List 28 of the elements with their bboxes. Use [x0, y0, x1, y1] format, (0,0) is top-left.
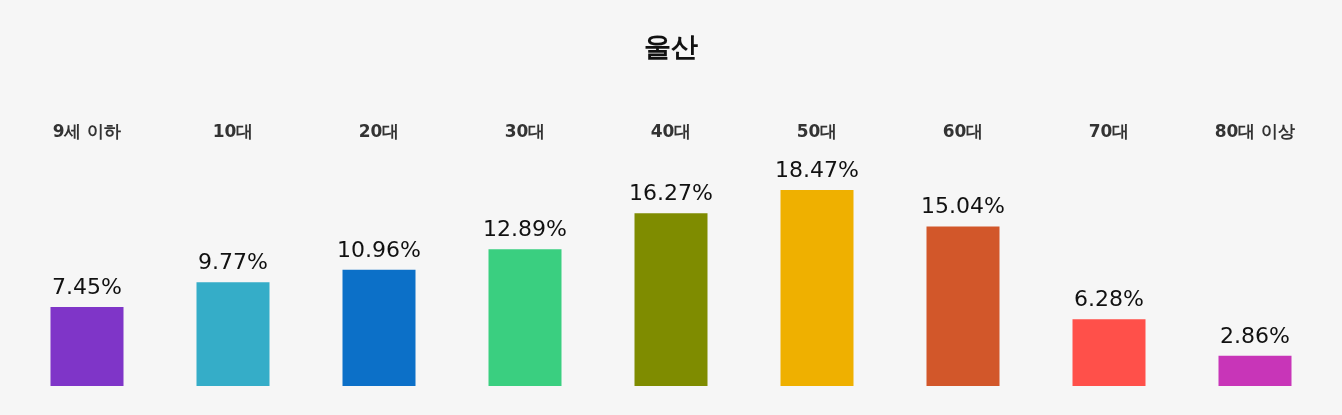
x-tick-label: 9세 이하	[52, 120, 122, 141]
data-label: 6.28%	[1074, 286, 1144, 312]
bar	[1218, 355, 1292, 386]
data-label: 12.89%	[483, 216, 567, 242]
x-tick-label: 80대 이상	[1214, 120, 1296, 141]
bar	[488, 249, 562, 386]
x-tick-label: 10대	[212, 120, 254, 141]
bar	[1072, 319, 1146, 386]
chart-title: 울산	[644, 31, 698, 62]
bar	[50, 306, 124, 386]
x-tick-label: 50대	[796, 120, 838, 141]
bar	[780, 190, 854, 386]
data-label: 9.77%	[198, 249, 268, 275]
bar	[634, 213, 708, 386]
data-label: 7.45%	[52, 273, 122, 299]
data-label: 16.27%	[629, 180, 713, 206]
data-label: 15.04%	[921, 193, 1005, 219]
x-tick-label: 20대	[358, 120, 400, 141]
data-label: 2.86%	[1220, 322, 1290, 348]
x-tick-label: 70대	[1088, 120, 1130, 141]
data-label: 18.47%	[775, 157, 859, 182]
x-tick-label: 30대	[504, 120, 546, 141]
x-tick-label: 60대	[942, 120, 984, 141]
bar	[342, 269, 416, 386]
bar	[926, 226, 1000, 386]
data-label: 10.96%	[337, 236, 421, 262]
x-tick-label: 40대	[650, 120, 692, 141]
bar	[196, 282, 270, 386]
